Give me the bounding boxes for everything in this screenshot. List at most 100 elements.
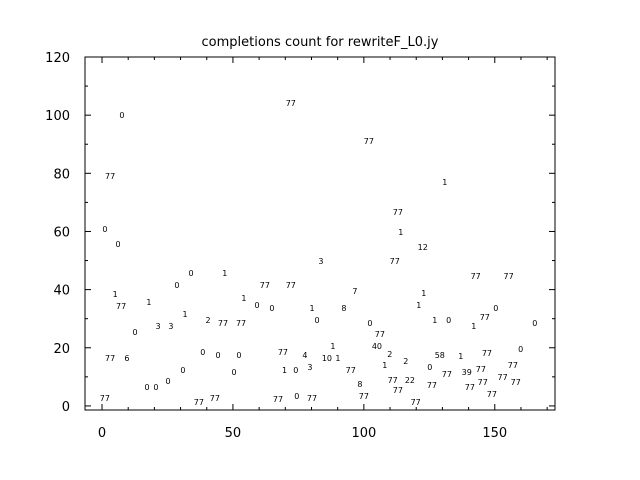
data-point-label: 3 — [168, 322, 173, 331]
data-point-label: 77 — [307, 394, 317, 403]
data-point-label: 77 — [478, 378, 488, 387]
data-point-label: 0 — [269, 304, 274, 313]
data-point-label: 77 — [487, 390, 497, 399]
data-point-label: 1 — [442, 178, 447, 187]
data-point-label: 2 — [387, 350, 392, 359]
data-point-label: 1 — [113, 290, 118, 299]
data-point-label: 77 — [364, 137, 374, 146]
data-point-label: 77 — [504, 272, 514, 281]
y-tick-label: 20 — [53, 342, 70, 357]
data-point-label: 77 — [388, 376, 398, 385]
data-point-label: 1 — [309, 304, 314, 313]
data-point-label: 0 — [493, 304, 498, 313]
data-point-label: 22 — [405, 376, 415, 385]
data-point-label: 0 — [165, 377, 170, 386]
data-point-label: 0 — [102, 225, 107, 234]
data-point-label: 3 — [156, 322, 161, 331]
data-point-label: 8 — [341, 304, 346, 313]
data-point-label: 0 — [174, 281, 179, 290]
data-point-label: 0 — [119, 111, 124, 120]
data-point-label: 0 — [115, 240, 120, 249]
data-point-label: 77 — [465, 383, 475, 392]
chart-title: completions count for rewriteF_L0.jy — [202, 35, 439, 50]
data-point-label: 77 — [498, 373, 508, 382]
data-point-label: 0 — [532, 319, 537, 328]
data-point-label: 1 — [398, 228, 403, 237]
x-tick-label: 100 — [351, 426, 376, 441]
data-point-label: 0 — [180, 366, 185, 375]
data-point-label: 77 — [194, 398, 204, 407]
data-point-label: 77 — [346, 366, 356, 375]
data-point-label: 1 — [432, 316, 437, 325]
data-point-label: 39 — [462, 368, 472, 377]
data-point-label: 0 — [236, 351, 241, 360]
data-point-label: 8 — [357, 380, 362, 389]
data-point-label: 3 — [307, 363, 312, 372]
plot-frame — [84, 56, 556, 411]
data-point-label: 77 — [210, 394, 220, 403]
data-point-label: 0 — [518, 345, 523, 354]
data-point-label: 1 — [241, 294, 246, 303]
data-point-label: 77 — [411, 398, 421, 407]
x-tick-label: 150 — [482, 426, 507, 441]
data-point-label: 10 — [322, 354, 332, 363]
data-point-label: 1 — [335, 354, 340, 363]
data-point-label: 77 — [508, 361, 518, 370]
data-point-label: 77 — [236, 319, 246, 328]
data-point-label: 77 — [393, 386, 403, 395]
y-tick-label: 80 — [53, 167, 70, 182]
data-point-label: 0 — [254, 301, 259, 310]
data-point-label: 0 — [153, 383, 158, 392]
data-point-label: 77 — [286, 99, 296, 108]
data-point-label: 3 — [318, 257, 323, 266]
data-point-label: 77 — [260, 281, 270, 290]
data-point-label: 2 — [403, 357, 408, 366]
data-point-label: 77 — [476, 365, 486, 374]
data-point-label: 1 — [471, 322, 476, 331]
y-tick-label: 100 — [45, 109, 70, 124]
data-point-label: 0 — [314, 316, 319, 325]
data-point-label: 0 — [231, 368, 236, 377]
data-point-label: 1 — [146, 298, 151, 307]
data-point-label: 77 — [278, 348, 288, 357]
data-point-label: 1 — [282, 366, 287, 375]
data-point-label: 0 — [367, 319, 372, 328]
x-tick-label: 50 — [225, 426, 242, 441]
data-point-label: 77 — [427, 381, 437, 390]
data-point-label: 77 — [105, 172, 115, 181]
data-point-label: 77 — [286, 281, 296, 290]
data-point-label: 2 — [206, 316, 211, 325]
data-point-label: 1 — [182, 310, 187, 319]
y-tick-label: 40 — [53, 284, 70, 299]
data-point-label: 77 — [105, 354, 115, 363]
data-point-label: 77 — [511, 378, 521, 387]
y-tick-label: 120 — [45, 51, 70, 66]
data-point-label: 1 — [458, 352, 463, 361]
data-point-label: 0 — [215, 351, 220, 360]
data-point-label: 0 — [188, 269, 193, 278]
y-tick-label: 0 — [62, 400, 70, 415]
data-point-label: 6 — [124, 354, 129, 363]
data-point-label: 58 — [435, 351, 445, 360]
data-point-label: 77 — [390, 257, 400, 266]
data-point-label: 0 — [145, 383, 150, 392]
data-point-label: 77 — [100, 394, 110, 403]
y-tick-label: 60 — [53, 225, 70, 240]
data-point-label: 0 — [200, 348, 205, 357]
data-point-label: 7 — [352, 287, 357, 296]
data-point-label: 77 — [273, 395, 283, 404]
data-point-label: 0 — [294, 392, 299, 401]
data-point-label: 77 — [482, 349, 492, 358]
data-point-label: 77 — [116, 302, 126, 311]
data-point-label: 77 — [375, 330, 385, 339]
data-point-label: 1 — [222, 269, 227, 278]
data-point-label: 77 — [480, 313, 490, 322]
data-point-label: 77 — [218, 319, 228, 328]
data-point-label: 77 — [393, 208, 403, 217]
data-point-label: 77 — [359, 392, 369, 401]
data-point-label: 1 — [330, 342, 335, 351]
data-point-label: 1 — [416, 301, 421, 310]
